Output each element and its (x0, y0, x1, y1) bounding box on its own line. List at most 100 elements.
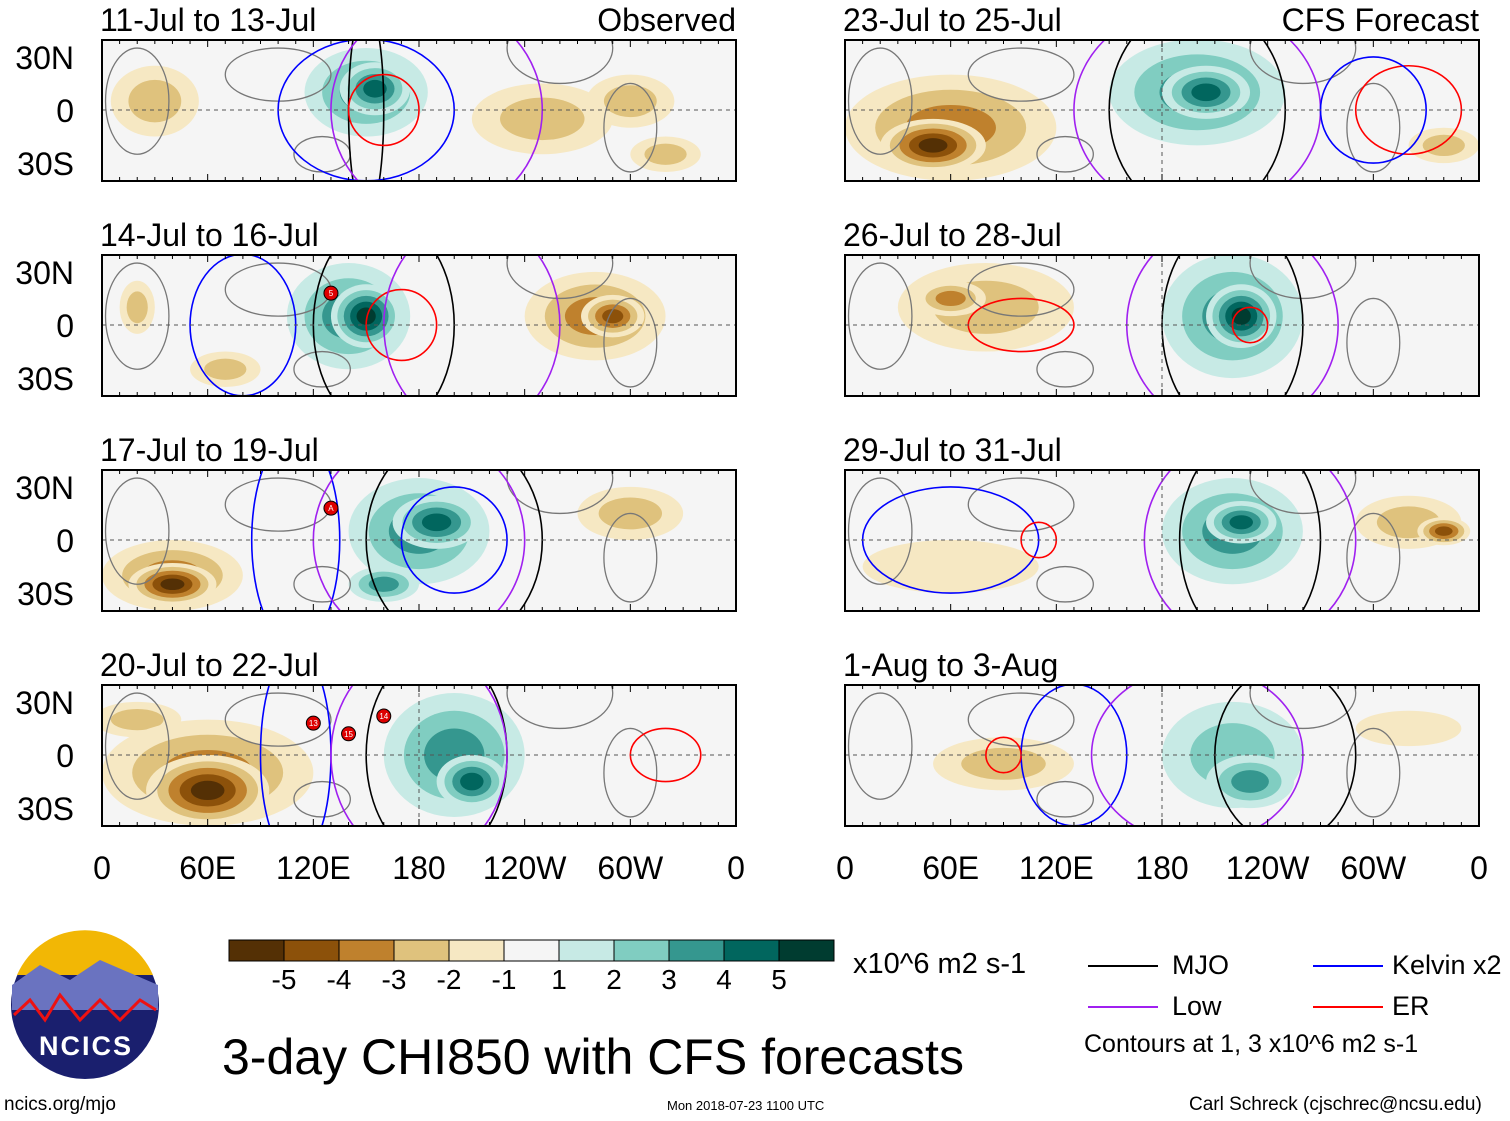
coastline (1249, 255, 1357, 300)
anomaly-shading (1422, 134, 1465, 157)
xtick-label: 60W (1340, 850, 1407, 886)
ytick-label: 30N (15, 685, 74, 721)
map-panel (844, 254, 1480, 397)
storm-id: A (328, 504, 334, 513)
coastline (293, 780, 351, 818)
xtick-label: 180 (1135, 850, 1189, 886)
map-panel (844, 684, 1480, 827)
anomaly-shading (961, 747, 1046, 780)
ytick-label: 0 (56, 308, 74, 344)
ytick-label: 30S (17, 791, 74, 827)
ncics-logo: NCICS (11, 930, 159, 1079)
contour-note: Contours at 1, 3 x10^6 m2 s-1 (1084, 1030, 1419, 1058)
anomaly-shading (368, 576, 399, 592)
coastline (1346, 82, 1401, 173)
anomaly-shading (128, 79, 182, 123)
anomaly-shading (918, 138, 948, 153)
ytick-label: 30S (17, 146, 74, 182)
panel-date-label: 23-Jul to 25-Jul (843, 2, 1062, 38)
legend-er: ER (1392, 991, 1430, 1021)
colorbar-tick-label: -5 (271, 964, 297, 995)
storm-marker-icon (323, 500, 339, 516)
coastline (104, 692, 170, 800)
coastline (967, 262, 1075, 317)
colorbar-tick-label: 3 (661, 964, 677, 995)
coastline (603, 727, 658, 818)
coastline (506, 685, 614, 730)
coastline (603, 512, 658, 603)
xtick-label: 180 (392, 850, 446, 886)
timestamp: Mon 2018-07-23 1100 UTC (667, 1098, 825, 1113)
map-panel (101, 39, 737, 182)
anomaly-shading (935, 290, 966, 307)
xtick-label: 0 (93, 850, 111, 886)
coastline (104, 477, 170, 585)
colorbar-tick-label: 1 (551, 964, 567, 995)
colorbar-swatch (338, 939, 395, 962)
author: Carl Schreck (cjschrec@ncsu.edu) (1189, 1094, 1482, 1115)
coastline (603, 297, 658, 388)
map-panel: 5 (101, 254, 737, 397)
anomaly-shading (1231, 307, 1251, 325)
units-label: x10^6 m2 s-1 (853, 948, 1027, 980)
coastline (1249, 685, 1357, 730)
anomaly-shading (460, 772, 484, 791)
colorbar-tick-label: 4 (716, 964, 732, 995)
anomaly-shading (190, 780, 225, 801)
anomaly-shading (356, 307, 376, 325)
anomaly-shading (421, 513, 452, 532)
anomaly-shading (363, 79, 387, 98)
panel-date-label: 29-Jul to 31-Jul (843, 432, 1062, 468)
storm-id: 15 (344, 730, 353, 739)
xtick-label: 60W (597, 850, 664, 886)
coastline (1346, 727, 1401, 818)
panel-kind-label: CFS Forecast (1281, 2, 1479, 38)
legend-kelvin: Kelvin x2 (1392, 950, 1502, 980)
coastline (1036, 350, 1094, 388)
ytick-label: 30N (15, 255, 74, 291)
xtick-label: 0 (1470, 850, 1488, 886)
ytick-label: 30N (15, 470, 74, 506)
legend-mjo: MJO (1172, 950, 1229, 980)
storm-marker-icon (341, 726, 357, 742)
coastline (847, 47, 913, 155)
map-panel: A (101, 469, 737, 612)
map-panel: 13 15 14 (101, 684, 737, 827)
map-panel (844, 39, 1480, 182)
colorbar-tick-label: -3 (381, 964, 407, 995)
colorbar-swatch (558, 939, 615, 962)
coastline (847, 477, 913, 585)
panel-date-label: 11-Jul to 13-Jul (100, 2, 317, 38)
colorbar-swatch (393, 939, 450, 962)
xtick-label: 120W (1225, 850, 1310, 886)
xtick-label: 0 (836, 850, 854, 886)
storm-marker-icon (323, 285, 339, 301)
colorbar-swatch (668, 939, 725, 962)
colorbar-tick-label: -1 (491, 964, 517, 995)
panel-kind-label: Observed (597, 2, 736, 38)
coastline (506, 40, 614, 85)
anomaly-shading (126, 291, 148, 324)
anomaly-shading (204, 358, 247, 380)
anomaly-shading (1229, 515, 1253, 530)
coastline (1036, 565, 1094, 603)
xtick-label: 120E (1018, 850, 1094, 886)
panel-date-label: 1-Aug to 3-Aug (843, 647, 1059, 683)
map-panel (844, 469, 1480, 612)
coastline (847, 262, 913, 370)
xtick-label: 60E (922, 850, 980, 886)
coastline (1036, 780, 1094, 818)
anomaly-shading (1231, 770, 1269, 793)
coastline (967, 47, 1075, 102)
url-label[interactable]: ncics.org/mjo (4, 1094, 116, 1115)
coastline (293, 350, 351, 388)
anomaly-shading (1191, 83, 1221, 102)
storm-id: 14 (379, 712, 388, 721)
storm-marker-icon (376, 708, 392, 724)
panel-date-label: 14-Jul to 16-Jul (100, 217, 319, 253)
coastline (847, 692, 913, 800)
coastline (1249, 470, 1357, 515)
wave-contour (250, 470, 341, 611)
colorbar-swatch (283, 939, 340, 962)
ytick-label: 0 (56, 523, 74, 559)
